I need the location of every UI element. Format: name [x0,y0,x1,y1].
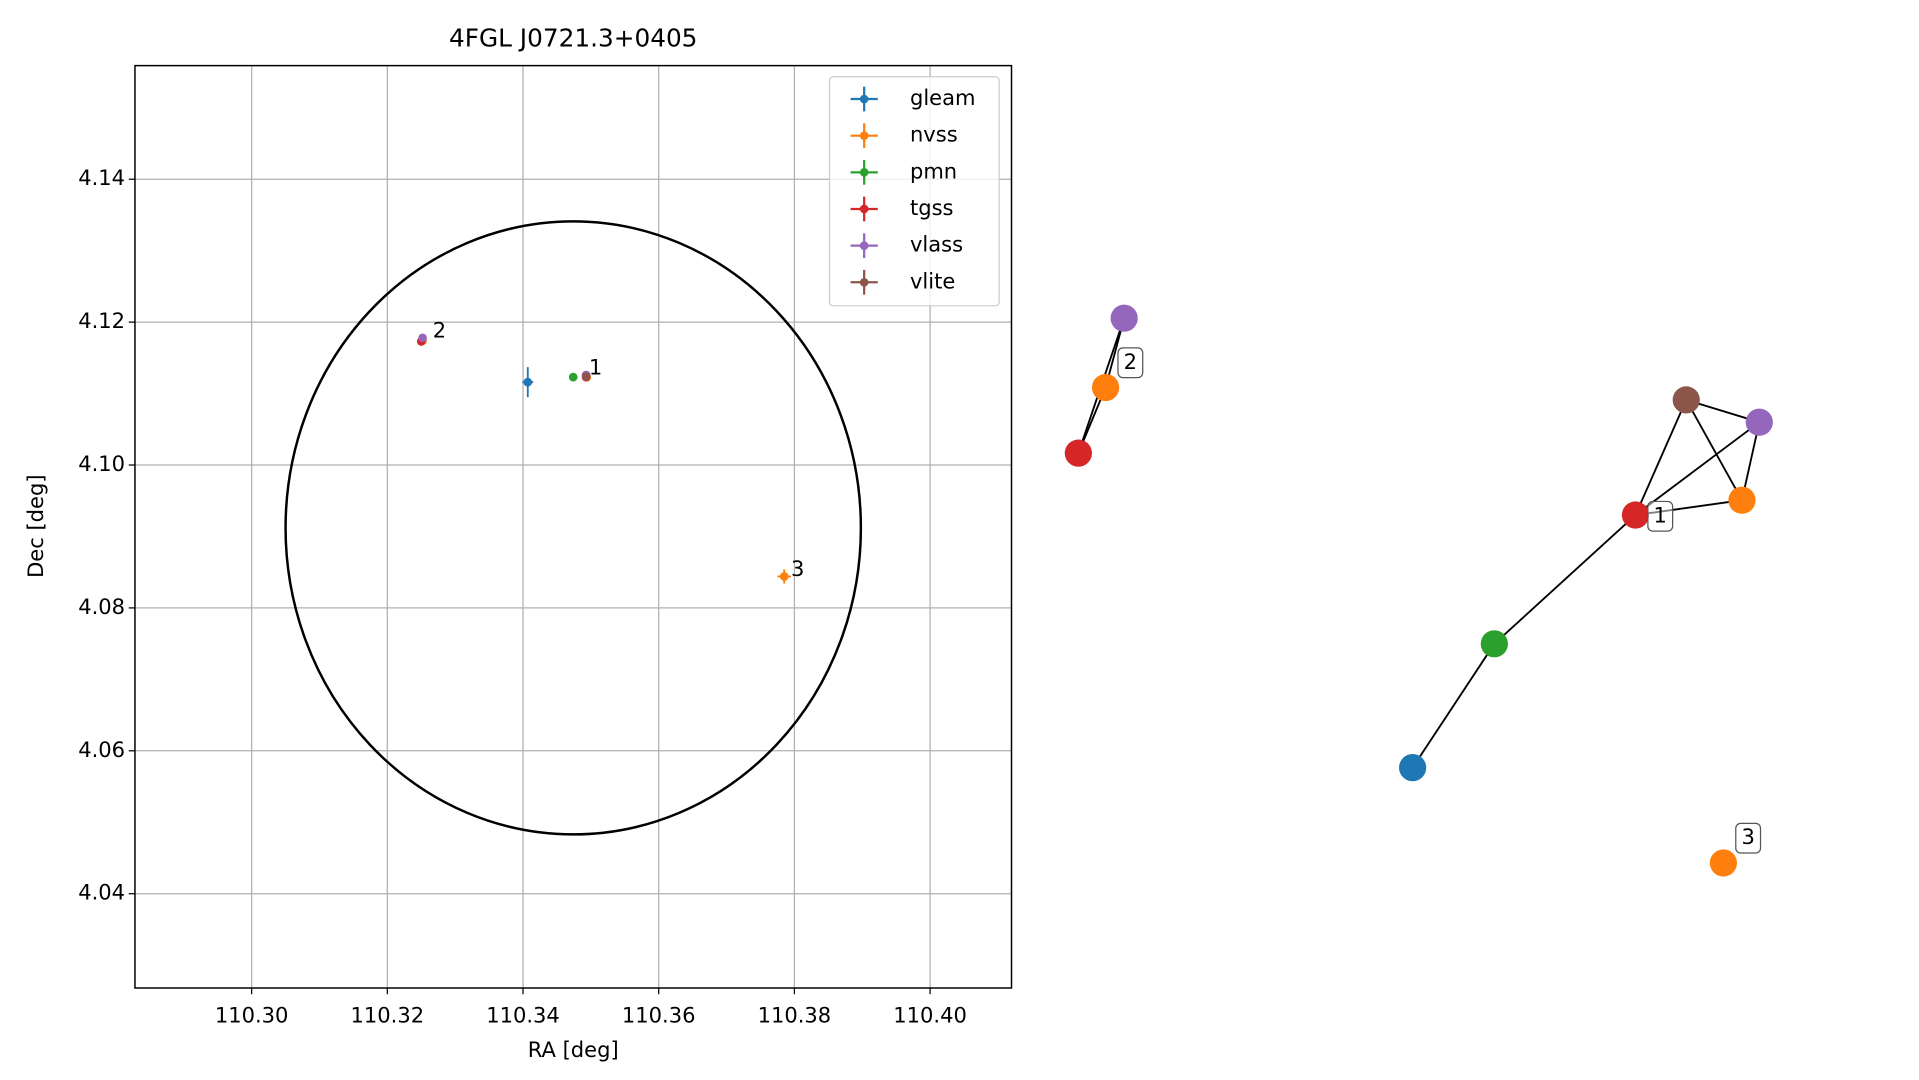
node [1064,439,1092,467]
legend-label: tgss [910,195,954,220]
legend-label: gleam [910,85,976,110]
edge [1411,643,1496,769]
plot-area: 110.30 110.32 110.34 110.36 110.38 110.40 4.04… [78,64,1013,1027]
label-box [1735,822,1762,854]
label-box [1117,347,1144,379]
x-tick-label: 110.32 [351,1002,425,1027]
node [1399,754,1427,782]
node [1709,849,1738,877]
y-axis-label: Dec [deg] [23,474,48,577]
data-point [581,372,591,381]
y-tick-label: 4.06 [78,737,125,762]
node [1480,630,1508,658]
x-tick-label: 110.40 [893,1002,967,1027]
legend-swatch [859,277,869,287]
edge [1634,421,1760,516]
legend-label: vlite [910,268,955,293]
edge [1634,399,1688,516]
data-point [568,372,578,382]
x-tick-label: 110.34 [486,1002,560,1027]
legend [828,76,1000,307]
legend-swatch [859,94,869,104]
y-tick-label: 4.08 [78,594,125,619]
legend-swatch [859,168,869,177]
node [1728,486,1756,514]
node [1091,373,1120,402]
data-point [523,377,533,387]
edge [1685,399,1743,501]
network: 2 1 3 [1064,304,1773,877]
y-tick-label: 4.04 [78,880,125,905]
node-label: 3 [1741,824,1754,849]
annotation: 3 [791,556,804,581]
node [1621,501,1650,529]
x-tick-label: 110.30 [215,1002,289,1027]
x-tick-label: 110.36 [622,1002,696,1027]
legend-label: vlass [910,232,963,257]
node [1745,408,1773,436]
label-box [1647,500,1674,532]
data-point [418,333,427,343]
legend-label: pmn [910,158,957,183]
y-tick-label: 4.12 [78,308,125,333]
plot-frame [134,64,1013,989]
legend-label: nvss [910,122,958,147]
y-tick-label: 4.14 [78,165,125,190]
chart-title: 4FGL J0721.3+0405 [449,24,697,53]
annotation: 2 [433,317,446,342]
node [1672,386,1700,414]
edge [1493,514,1637,645]
legend-swatch [859,241,869,250]
node-label: 1 [1654,502,1667,527]
x-axis-label: RA [deg] [528,1037,619,1062]
data-point [779,572,789,581]
region-circle [284,220,863,836]
legend-swatch [859,204,869,214]
x-tick-label: 110.38 [758,1002,832,1027]
legend-swatch [859,131,869,141]
y-tick-label: 4.10 [78,451,125,476]
node [1110,304,1138,332]
node-label: 2 [1124,349,1137,374]
annotation: 1 [589,355,602,380]
